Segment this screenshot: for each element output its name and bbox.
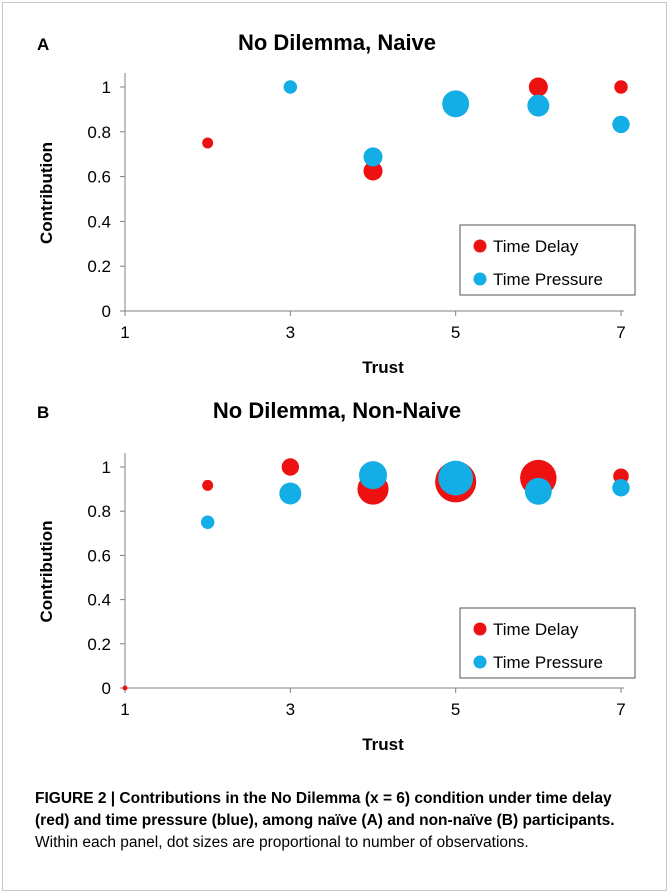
time-pressure-point [438, 460, 474, 496]
x-axis-title: Trust [362, 358, 404, 377]
legend-box [459, 224, 636, 296]
x-tick-label: 5 [451, 700, 460, 719]
y-tick-label: 0.6 [87, 168, 111, 187]
x-tick-label: 3 [286, 700, 295, 719]
time-pressure-point [612, 479, 630, 497]
time-pressure-point [279, 482, 302, 505]
time-pressure-point [363, 147, 383, 167]
x-tick-label: 1 [120, 323, 129, 342]
y-tick-label: 0 [102, 302, 111, 321]
time-delay-point [528, 77, 548, 97]
x-tick-label: 5 [451, 323, 460, 342]
time-pressure-point [524, 477, 552, 505]
legend-label: Time Delay [493, 237, 579, 256]
time-delay-point [122, 685, 128, 691]
legend-marker [473, 239, 487, 253]
time-pressure-point [358, 461, 388, 490]
panel-label: B [37, 403, 49, 422]
x-tick-label: 7 [616, 323, 625, 342]
y-tick-label: 0.4 [87, 212, 111, 231]
y-tick-label: 0.2 [87, 257, 111, 276]
legend-marker [473, 622, 487, 636]
chart-panel-b: B No Dilemma, Non-Naive 0 0.2 0.4 0.6 0.8 1 1 3 5 7… [37, 398, 636, 754]
chart-title: No Dilemma, Naive [238, 30, 436, 55]
chart-title: No Dilemma, Non-Naive [213, 398, 461, 423]
panel-label: A [37, 35, 49, 54]
legend-label: Time Delay [493, 620, 579, 639]
x-tick-label: 1 [120, 700, 129, 719]
legend-marker [473, 272, 487, 286]
time-pressure-point [283, 80, 298, 94]
y-tick-label: 0.6 [87, 546, 111, 565]
time-pressure-point [527, 94, 550, 117]
y-tick-label: 0.2 [87, 635, 111, 654]
y-axis-title: Contribution [37, 142, 56, 244]
y-tick-label: 1 [102, 78, 111, 97]
legend-box [459, 607, 636, 679]
time-delay-point [363, 161, 383, 181]
legend-marker [473, 655, 487, 669]
x-tick-label: 7 [616, 700, 625, 719]
caption-bold-text: FIGURE 2 | Contributions in the No Dilem… [35, 790, 615, 829]
time-pressure-point [442, 90, 470, 118]
time-delay-point [281, 458, 300, 476]
legend-label: Time Pressure [493, 653, 603, 672]
time-delay-point [614, 80, 628, 94]
chart-panel-a: A No Dilemma, Naive 0 0.2 0.4 0.6 0.8 1 1 3 5 7 Trus… [37, 30, 636, 377]
time-pressure-point [612, 115, 630, 134]
y-tick-label: 1 [102, 458, 111, 477]
y-tick-label: 0.4 [87, 591, 111, 610]
x-axis-title: Trust [362, 735, 404, 754]
y-tick-label: 0.8 [87, 123, 111, 142]
time-delay-point [202, 137, 214, 149]
y-axis-title: Contribution [37, 521, 56, 623]
y-tick-label: 0.8 [87, 502, 111, 521]
figure-caption: FIGURE 2 | Contributions in the No Dilem… [35, 788, 645, 854]
legend-label: Time Pressure [493, 270, 603, 289]
y-tick-label: 0 [102, 679, 111, 698]
time-pressure-point [200, 515, 215, 529]
x-tick-label: 3 [286, 323, 295, 342]
caption-plain-text: Within each panel, dot sizes are proport… [35, 834, 529, 851]
time-delay-point [202, 479, 214, 491]
